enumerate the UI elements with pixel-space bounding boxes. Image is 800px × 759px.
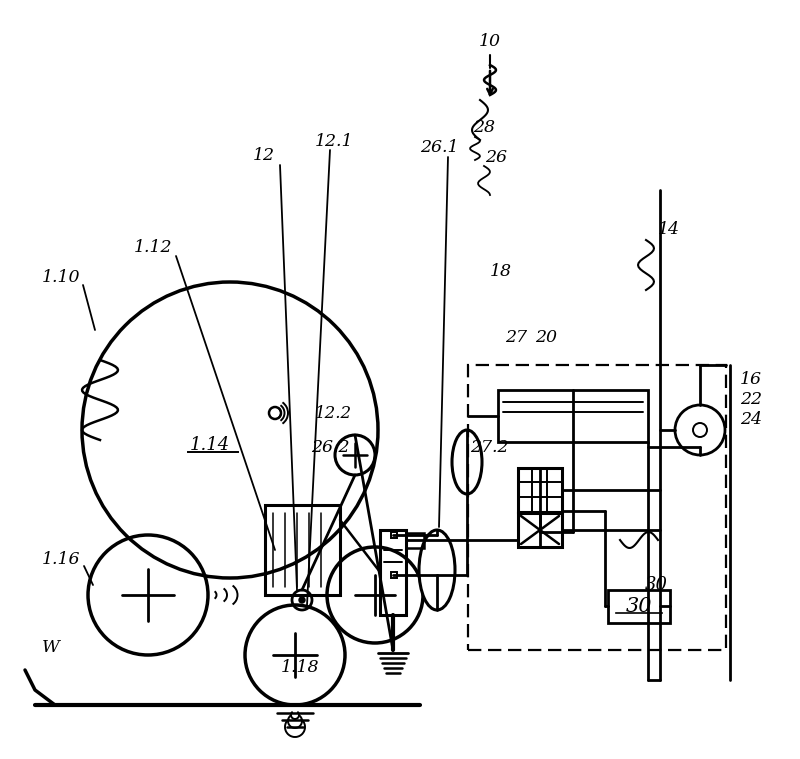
- Bar: [518, 468, 562, 512]
- Text: 14: 14: [658, 222, 680, 238]
- Text: 30: 30: [626, 597, 652, 616]
- Circle shape: [299, 597, 305, 603]
- Bar: [518, 513, 562, 547]
- Ellipse shape: [452, 430, 482, 494]
- Text: 1.14: 1.14: [190, 436, 230, 454]
- Text: 30: 30: [645, 576, 668, 594]
- Ellipse shape: [419, 530, 455, 610]
- Bar: [468, 365, 726, 650]
- Text: 28: 28: [473, 119, 495, 137]
- Text: 27: 27: [505, 329, 527, 347]
- Bar: [391, 532, 397, 538]
- Bar: [608, 590, 670, 623]
- Text: 26.2: 26.2: [311, 439, 350, 455]
- Text: 12: 12: [253, 146, 275, 163]
- Text: 1.10: 1.10: [42, 269, 80, 286]
- Text: 16: 16: [740, 371, 762, 389]
- Bar: [406, 533, 424, 548]
- Text: 26.1: 26.1: [420, 140, 458, 156]
- Text: 24: 24: [740, 411, 762, 429]
- Text: 10: 10: [479, 33, 501, 51]
- Text: 12.1: 12.1: [315, 134, 354, 150]
- Text: 22: 22: [740, 392, 762, 408]
- Text: W: W: [42, 640, 60, 657]
- Text: 1.18: 1.18: [281, 660, 319, 676]
- Text: 26: 26: [485, 150, 507, 166]
- Text: 12.2: 12.2: [315, 405, 352, 421]
- Text: 18: 18: [490, 263, 512, 281]
- Bar: [498, 390, 648, 442]
- Text: 27.2: 27.2: [470, 439, 509, 455]
- Bar: [391, 572, 397, 578]
- Bar: [380, 530, 406, 615]
- Text: 20: 20: [535, 329, 557, 347]
- Bar: [265, 505, 340, 595]
- Text: 1.12: 1.12: [134, 240, 172, 257]
- Text: 1.16: 1.16: [42, 552, 80, 568]
